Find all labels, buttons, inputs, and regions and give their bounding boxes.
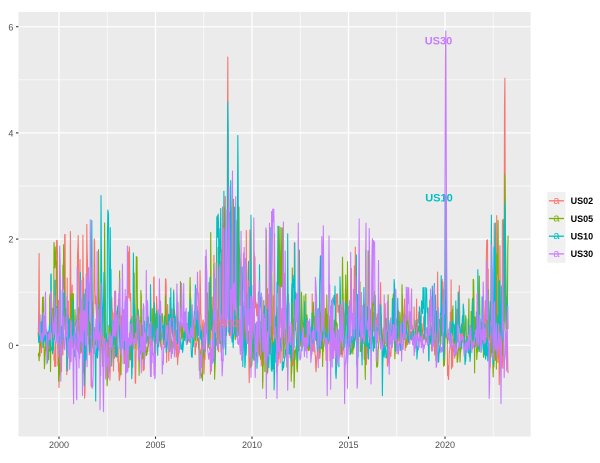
svg-text:2010: 2010: [242, 440, 262, 450]
svg-text:2005: 2005: [145, 440, 165, 450]
svg-text:US30: US30: [571, 249, 594, 259]
svg-text:US02: US02: [212, 318, 240, 330]
svg-text:2020: 2020: [435, 440, 455, 450]
svg-text:6: 6: [8, 22, 13, 32]
svg-text:a: a: [553, 195, 560, 207]
svg-text:US10: US10: [425, 193, 453, 205]
svg-text:US10: US10: [571, 232, 594, 242]
svg-text:a: a: [553, 212, 560, 224]
svg-text:a: a: [553, 230, 560, 242]
svg-text:US02: US02: [571, 196, 594, 206]
svg-text:0: 0: [8, 341, 13, 351]
svg-text:US05: US05: [571, 214, 594, 224]
svg-text:2015: 2015: [338, 440, 358, 450]
svg-text:2000: 2000: [49, 440, 69, 450]
svg-text:a: a: [553, 248, 560, 260]
svg-text:2: 2: [8, 235, 13, 245]
svg-text:4: 4: [8, 129, 13, 139]
svg-text:US30: US30: [425, 36, 453, 48]
